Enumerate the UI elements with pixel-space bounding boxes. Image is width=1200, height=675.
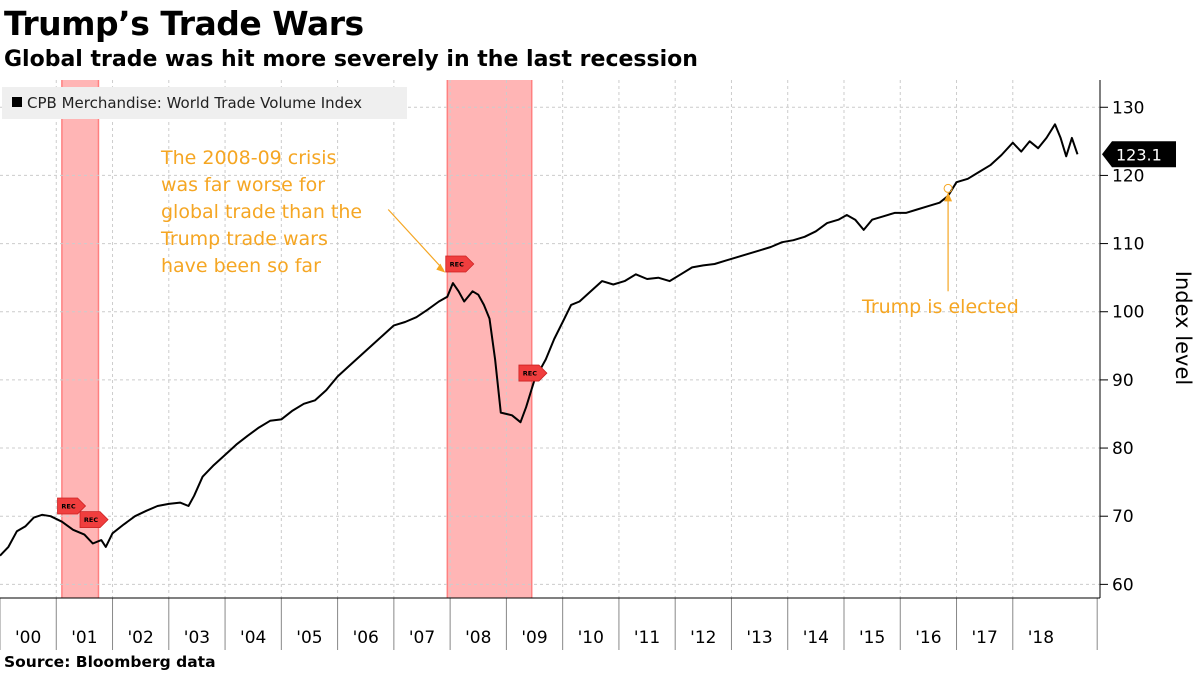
x-tick-label: '12 <box>690 628 716 648</box>
x-tick-label: '04 <box>240 628 266 648</box>
rec-marker-label: REC <box>523 370 537 378</box>
y-tick-label: 130 <box>1112 98 1144 118</box>
chart-title: Trump’s Trade Wars <box>4 4 364 43</box>
annotation-crisis-line: global trade than the <box>161 201 362 223</box>
legend-label: CPB Merchandise: World Trade Volume Inde… <box>27 94 362 112</box>
annotation-arrowhead <box>436 263 446 273</box>
y-tick-label: 80 <box>1112 439 1134 459</box>
rec-marker-label: REC <box>61 502 75 510</box>
x-tick-label: '13 <box>746 628 772 648</box>
x-tick-label: '18 <box>1028 628 1054 648</box>
y-axis-label: Index level <box>1171 271 1195 385</box>
x-tick-label: '01 <box>71 628 97 648</box>
x-tick-label: '10 <box>578 628 604 648</box>
chart-subtitle: Global trade was hit more severely in th… <box>4 47 698 72</box>
x-tick-label: '16 <box>915 628 941 648</box>
gridlines <box>0 80 1100 598</box>
y-tick-label: 100 <box>1112 303 1144 323</box>
rec-marker <box>445 255 475 273</box>
annotation-crisis-line: Trump trade wars <box>160 228 328 250</box>
legend-swatch <box>12 97 22 107</box>
x-tick-label: '07 <box>409 628 435 648</box>
axes: 60 70 80 90 100 110 120 130 '00 '01 '02 '03 '04 '05 '0… <box>0 80 1195 650</box>
x-tick-label: '05 <box>296 628 322 648</box>
y-tick-label: 120 <box>1112 166 1144 186</box>
x-tick-label: '15 <box>859 628 885 648</box>
rec-marker-label: REC <box>450 261 464 269</box>
x-tick-label: '03 <box>184 628 210 648</box>
x-tick-label: '02 <box>128 628 154 648</box>
rec-marker <box>518 364 548 382</box>
annotation-crisis-line: have been so far <box>161 255 321 277</box>
x-tick-label: '00 <box>15 628 41 648</box>
annotation-crisis-line: The 2008-09 crisis <box>160 147 336 169</box>
y-tick-label: 70 <box>1112 507 1134 527</box>
x-tick-label: '11 <box>634 628 660 648</box>
y-tick-label: 90 <box>1112 371 1134 391</box>
annotation-trump-elected: Trump is elected <box>861 296 1019 318</box>
y-tick-label: 60 <box>1112 575 1134 595</box>
annotation-target-circle <box>943 183 953 193</box>
x-tick-label: '14 <box>803 628 829 648</box>
rec-marker <box>79 511 109 529</box>
x-tick-label: '06 <box>353 628 379 648</box>
rec-marker <box>57 497 87 515</box>
legend: CPB Merchandise: World Trade Volume Inde… <box>2 87 407 119</box>
annotation-crisis-line: was far worse for <box>161 174 325 196</box>
x-tick-label: '17 <box>971 628 997 648</box>
x-tick-label: '09 <box>521 628 547 648</box>
y-tick-label: 110 <box>1112 235 1144 255</box>
source-note: Source: Bloomberg data <box>4 653 216 671</box>
annotation-arrowhead <box>944 192 953 202</box>
last-value-badge <box>1102 141 1176 168</box>
last-value-label: 123.1 <box>1116 145 1162 164</box>
rec-marker-label: REC <box>84 516 98 524</box>
recession-bands <box>61 80 533 598</box>
series-line <box>0 123 1079 557</box>
x-tick-label: '08 <box>465 628 491 648</box>
plot-area: REC REC REC REC <box>0 123 1079 557</box>
annotations: The 2008-09 crisis was far worse for globa… <box>160 147 1019 318</box>
legend-box <box>2 87 407 119</box>
annotation-arrow <box>387 209 444 271</box>
recession-band-1 <box>447 80 532 598</box>
